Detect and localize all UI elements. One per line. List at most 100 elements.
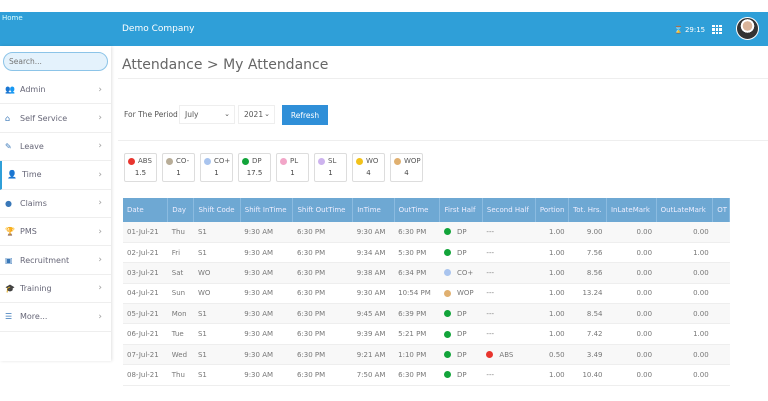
chevron-right-icon[interactable]: › [98,226,102,237]
legend-item: CO- 1 [162,153,195,182]
sidebar-item-label: Time [22,170,42,180]
table-cell: 0.00 [606,364,657,386]
table-cell: WO [193,283,241,305]
period-label: For The Period [124,110,178,119]
table-cell: 9:30 AM [240,283,293,305]
table-cell: --- [482,303,536,325]
status-code: DP [456,248,467,257]
table-cell: Tue [167,323,194,345]
table-cell: 9:30 AM [240,222,293,243]
avatar[interactable] [736,17,759,40]
sidebar-item-more[interactable]: ☰ More... › [0,303,111,332]
table-cell: 08-Jul-21 [123,364,168,386]
column-header[interactable]: Shift InTime [240,198,294,222]
chevron-right-icon[interactable]: › [98,255,102,266]
table-cell: 0.00 [656,344,713,366]
status-dot-icon [486,351,494,359]
table-cell: 7.56 [568,242,607,264]
status-code: DP [456,309,467,318]
chevron-right-icon[interactable]: › [98,198,102,209]
home-logo[interactable]: Home [2,14,23,22]
sidebar-item-label: Admin [20,85,46,95]
table-cell: 9:21 AM [352,344,395,366]
table-cell: 6:30 PM [292,222,353,243]
legend-code: WOP [404,157,421,165]
sidebar-item-training[interactable]: 🎓 Training › [0,275,111,304]
divider [118,78,768,79]
user-clock-icon: 👤 [7,170,17,180]
chevron-right-icon[interactable]: › [98,113,102,124]
status-dot-icon [166,157,173,165]
column-header[interactable]: First Half [439,198,483,222]
sidebar-item-claims[interactable]: ● Claims › [0,190,111,218]
table-row[interactable]: 03-Jul-21 Sat WO 9:30 AM 6:30 PM 9:38 AM 6:34 … [123,262,730,284]
column-header[interactable]: InLateMark [606,198,657,222]
column-header[interactable]: OT [712,198,730,222]
table-cell: 07-Jul-21 [123,344,168,366]
month-select[interactable]: July ⌄ [179,105,235,124]
table-cell [712,222,730,243]
table-row[interactable]: 05-Jul-21 Mon S1 9:30 AM 6:30 PM 9:45 AM 6:39 … [123,303,730,325]
table-cell: 0.00 [606,344,657,366]
year-select[interactable]: 2021 ⌄ [238,105,275,124]
table-cell: 6:34 PM [394,262,440,284]
chevron-right-icon[interactable]: › [98,311,102,322]
table-row[interactable]: 08-Jul-21 Thu S1 9:30 AM 6:30 PM 7:50 AM 6:30 … [123,364,730,386]
table-row[interactable]: 07-Jul-21 Wed S1 9:30 AM 6:30 PM 9:21 AM 1:10 … [123,344,730,366]
column-header[interactable]: Portion [535,198,570,222]
column-header[interactable]: Tot. Hrs. [568,198,607,222]
table-cell: 9:30 AM [352,222,395,243]
sidebar-item-admin[interactable]: 👥 Admin › [0,76,111,105]
status-code: DP [456,330,467,339]
table-cell: 9:30 AM [240,364,293,386]
apps-grid-icon[interactable] [712,25,722,34]
table-cell: 0.00 [606,303,657,325]
chevron-right-icon[interactable]: › [98,84,102,95]
trophy-icon: 🏆 [5,227,15,237]
table-row[interactable]: 01-Jul-21 Thu S1 9:30 AM 6:30 PM 9:30 AM 6:30 … [123,222,730,243]
table-cell: 6:30 PM [292,303,353,325]
column-header[interactable]: OutTime [394,198,441,222]
legend-code: DP [252,157,262,165]
table-cell: 1.00 [656,323,713,345]
divider [118,140,768,141]
column-header[interactable]: Shift OutTime [292,198,354,222]
table-cell: Mon [167,303,194,325]
legend-item: WO 4 [352,153,385,182]
refresh-button[interactable]: Refresh [282,105,328,125]
home-icon: ⌂ [5,113,11,123]
table-row[interactable]: 02-Jul-21 Fri S1 9:30 AM 6:30 PM 9:34 AM 5:30 … [123,242,730,264]
table-cell: Sun [167,283,194,305]
table-cell: 9:30 AM [240,323,293,345]
column-header[interactable]: InTime [352,198,395,222]
table-cell: 6:30 PM [394,364,440,386]
sidebar-item-self-service[interactable]: ⌂ Self Service › [0,104,111,133]
chevron-right-icon[interactable]: › [98,141,102,152]
chevron-right-icon[interactable]: › [98,169,102,180]
chevron-right-icon[interactable]: › [98,283,102,294]
column-header[interactable]: Shift Code [193,198,241,222]
column-header[interactable]: Date [123,198,169,222]
sidebar-item-pms[interactable]: 🏆 PMS › [0,218,111,247]
sidebar-item-recruitment[interactable]: ▣ Recruitment › [0,246,111,275]
session-timer: ⌛ 29:15 [674,26,705,34]
table-row[interactable]: 04-Jul-21 Sun WO 9:30 AM 6:30 PM 9:30 AM 10:54… [123,283,730,305]
table-cell: S1 [193,364,241,386]
legend-item: WOP 4 [390,153,423,182]
table-cell: 6:30 PM [292,283,353,305]
table-cell [712,323,730,345]
column-header[interactable]: OutLateMark [656,198,714,222]
table-cell: 7:50 AM [352,364,395,386]
table-row[interactable]: 06-Jul-21 Tue S1 9:30 AM 6:30 PM 9:39 AM 5:21 … [123,323,730,345]
table-cell: 6:30 PM [292,242,353,264]
table-cell: 10.40 [568,364,607,386]
column-header[interactable]: Day [167,198,195,222]
chevron-down-icon: ⌄ [224,110,230,118]
table-cell: DP [439,303,483,325]
sidebar-item-leave[interactable]: ✎ Leave › [0,133,111,162]
table-cell: 0.00 [656,303,713,325]
column-header[interactable]: Second Half [482,198,536,222]
sidebar-item-time[interactable]: 👤 Time › [0,161,111,190]
legend-count: 1 [214,169,219,177]
search-input[interactable] [3,52,108,71]
